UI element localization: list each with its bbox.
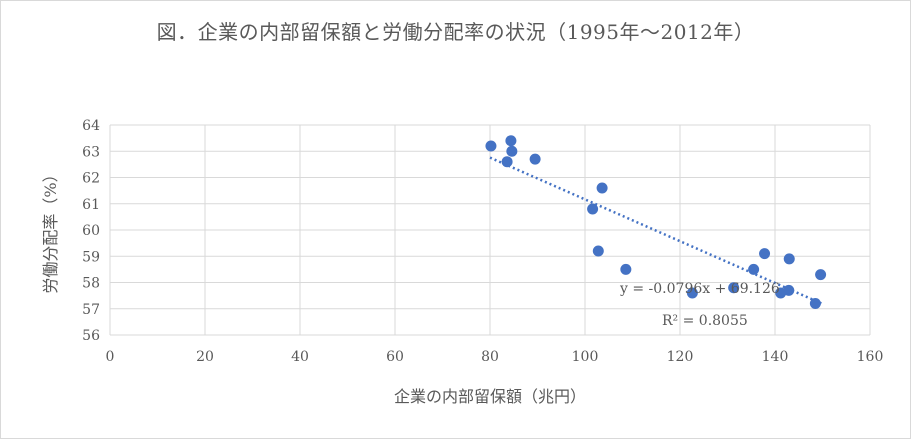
data-point bbox=[592, 245, 604, 257]
y-axis-ticks: 56 57 58 59 60 61 62 63 64 bbox=[82, 118, 100, 344]
x-tick-label: 140 bbox=[762, 349, 789, 365]
data-point bbox=[501, 156, 513, 168]
chart-title: 図．企業の内部留保額と労働分配率の状況（1995年～2012年） bbox=[156, 20, 755, 44]
y-axis-label: 労働分配率（%） bbox=[41, 166, 60, 293]
y-tick-label: 62 bbox=[82, 171, 100, 187]
data-point bbox=[596, 182, 608, 194]
x-tick-label: 60 bbox=[386, 349, 404, 365]
data-point bbox=[505, 135, 517, 147]
data-point bbox=[686, 287, 698, 299]
x-tick-label: 100 bbox=[572, 349, 599, 365]
y-tick-label: 64 bbox=[82, 118, 100, 134]
x-tick-label: 0 bbox=[106, 349, 115, 365]
x-tick-label: 80 bbox=[481, 349, 499, 365]
data-point bbox=[587, 203, 599, 215]
trendline bbox=[489, 156, 824, 306]
x-tick-label: 120 bbox=[667, 349, 694, 365]
gridlines bbox=[109, 124, 871, 336]
data-point bbox=[809, 298, 821, 309]
x-axis-ticks: 0 20 40 60 80 100 120 140 160 bbox=[106, 349, 884, 365]
x-axis-label: 企業の内部留保額（兆円） bbox=[394, 387, 586, 406]
y-tick-label: 63 bbox=[82, 144, 100, 160]
data-point bbox=[506, 145, 518, 157]
data-point bbox=[783, 253, 795, 265]
y-tick-label: 61 bbox=[82, 197, 100, 213]
data-points bbox=[485, 135, 827, 309]
data-point bbox=[759, 248, 771, 260]
data-point bbox=[620, 263, 632, 275]
y-tick-label: 57 bbox=[82, 302, 100, 318]
data-point bbox=[783, 284, 795, 296]
data-point bbox=[485, 140, 497, 152]
y-tick-label: 56 bbox=[82, 328, 100, 344]
data-point bbox=[728, 282, 740, 294]
trendline-r-squared: R² = 0.8055 bbox=[662, 313, 748, 329]
x-tick-label: 160 bbox=[857, 349, 884, 365]
data-point bbox=[529, 153, 541, 165]
y-tick-label: 59 bbox=[82, 249, 100, 265]
x-tick-label: 40 bbox=[291, 349, 309, 365]
y-tick-label: 60 bbox=[82, 223, 100, 239]
trendline-equation: y = -0.0796x + 69.126 bbox=[619, 281, 780, 297]
x-tick-label: 20 bbox=[196, 349, 214, 365]
data-point bbox=[815, 269, 827, 281]
data-point bbox=[748, 263, 760, 275]
y-tick-label: 58 bbox=[82, 276, 100, 292]
